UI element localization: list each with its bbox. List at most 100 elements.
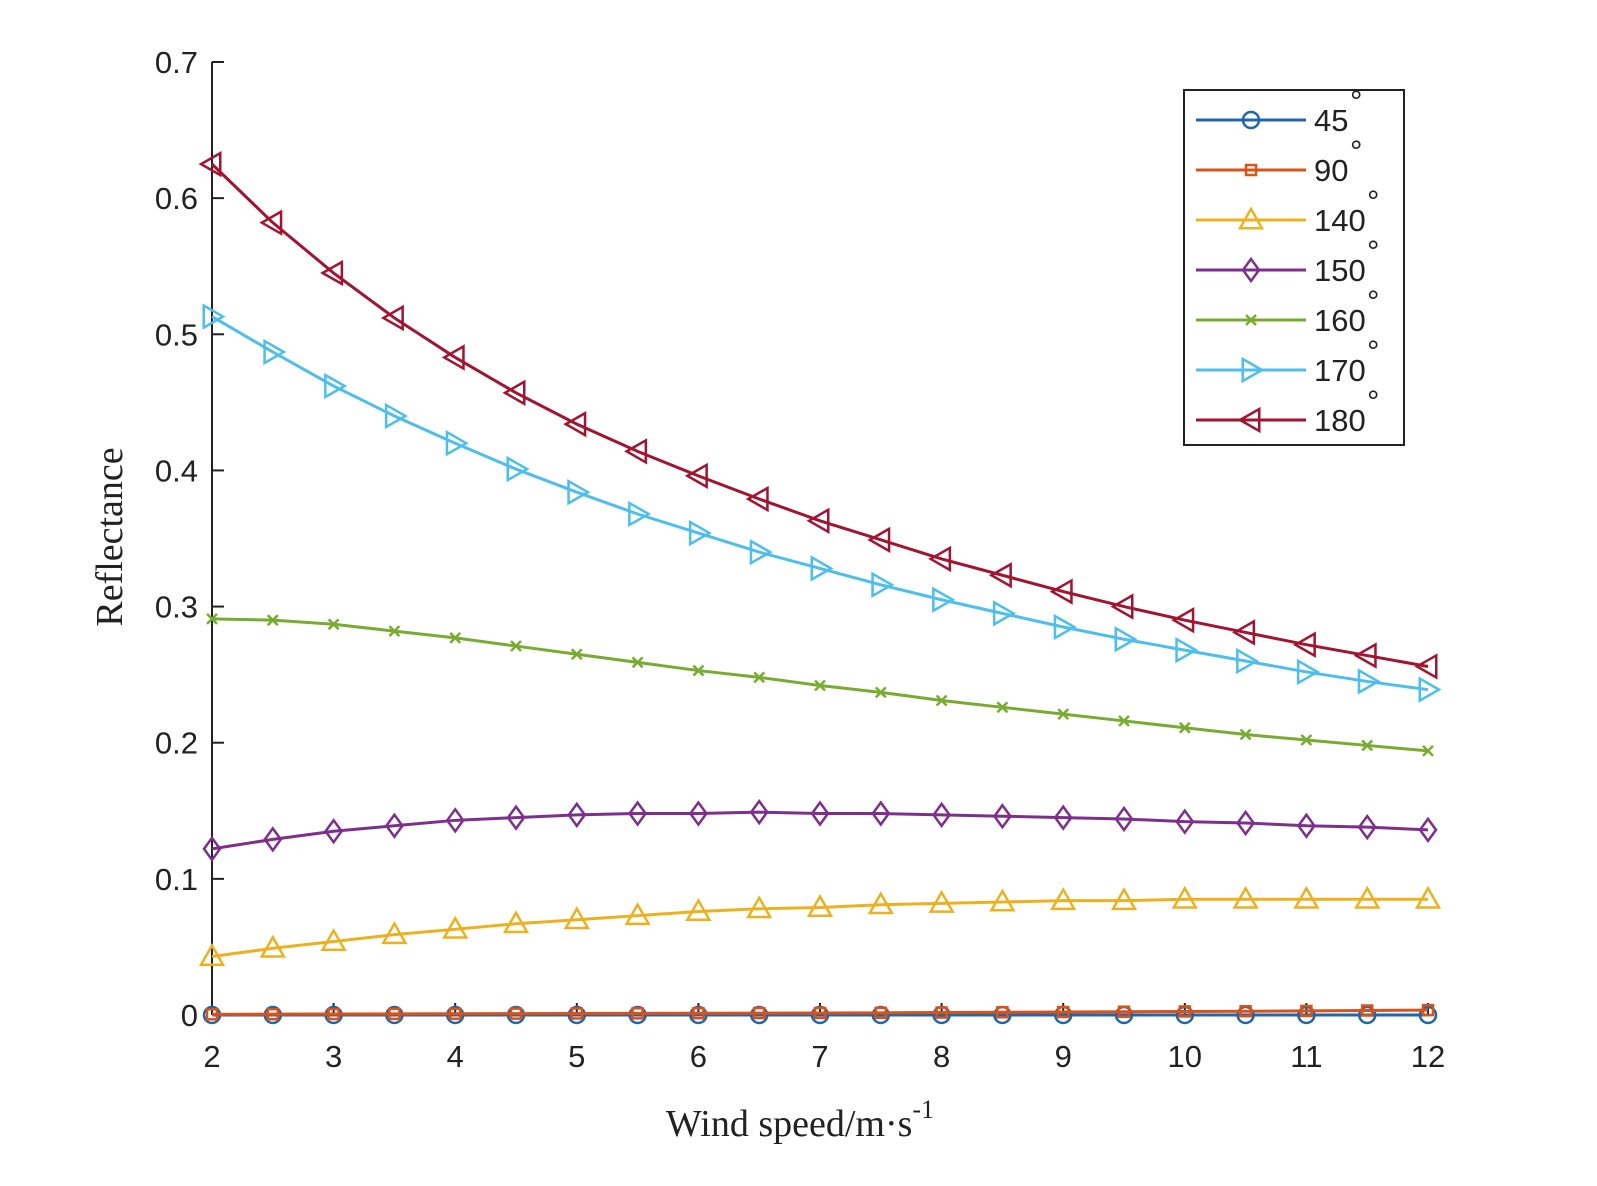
- data-point: [1357, 1005, 1377, 1025]
- data-point: [506, 804, 526, 831]
- data-point: [810, 555, 834, 582]
- data-point: [1232, 885, 1259, 909]
- data-point: [806, 893, 834, 917]
- legend-degree-sign: °: [1350, 84, 1362, 119]
- data-point: [992, 803, 1012, 830]
- data-point: [928, 889, 955, 913]
- data-point: [1418, 676, 1442, 703]
- data-point: [441, 344, 465, 371]
- legend: 45°90°140°150°160°170°180°: [1183, 84, 1405, 446]
- data-point: [259, 934, 286, 958]
- data-point: [1418, 1005, 1438, 1025]
- x-tick-label: 4: [447, 1039, 464, 1074]
- data-point: [259, 209, 283, 236]
- data-point: [814, 679, 826, 692]
- data-point: [324, 818, 344, 845]
- series-line-150: [211, 810, 1429, 851]
- data-point: [263, 826, 283, 853]
- data-point: [384, 402, 408, 430]
- data-point: [327, 618, 340, 631]
- data-point: [266, 1007, 280, 1021]
- data-point: [1171, 885, 1198, 909]
- data-point: [628, 1005, 647, 1025]
- data-point: [380, 304, 404, 332]
- data-point: [1117, 1005, 1131, 1018]
- x-tick-label: 6: [690, 1039, 707, 1074]
- data-point: [445, 807, 465, 834]
- data-point: [1236, 647, 1260, 675]
- series-170: [202, 303, 1442, 703]
- data-point: [996, 701, 1009, 714]
- y-axis-title: Reflectance: [89, 447, 131, 626]
- data-point: [1236, 809, 1256, 837]
- x-axis-title-superscript: -1: [912, 1095, 934, 1124]
- data-point: [684, 462, 708, 490]
- data-point: [871, 800, 891, 827]
- data-point: [570, 1007, 584, 1020]
- data-point: [1360, 1004, 1374, 1017]
- legend-degree-sign: °: [1367, 184, 1379, 219]
- legend-degree-sign: °: [1367, 234, 1379, 269]
- legend-item: 170°: [1196, 334, 1379, 388]
- data-point: [388, 1007, 401, 1021]
- legend-degree-sign: °: [1367, 284, 1379, 319]
- legend-degree-sign: °: [1367, 384, 1379, 419]
- y-tick-label: 0.7: [155, 45, 198, 80]
- data-point: [1110, 887, 1138, 911]
- data-point: [567, 479, 591, 506]
- data-point: [1300, 734, 1313, 746]
- x-tick-label: 12: [1411, 1039, 1445, 1074]
- legend-degree-sign: °: [1350, 134, 1362, 169]
- legend-label: 180: [1314, 403, 1366, 438]
- data-point: [1110, 593, 1134, 620]
- data-point: [384, 812, 404, 839]
- data-point: [1178, 1005, 1192, 1018]
- data-point: [1422, 744, 1434, 757]
- data-point: [874, 686, 887, 699]
- series-140: [198, 885, 1442, 966]
- data-point: [631, 1007, 644, 1020]
- data-point: [1053, 613, 1077, 641]
- data-point: [1292, 631, 1316, 658]
- legend-label: 160: [1314, 303, 1366, 338]
- data-point: [992, 600, 1016, 627]
- series-layer: [198, 150, 1442, 1025]
- data-point: [1300, 1004, 1313, 1018]
- y-tick-label: 0.1: [155, 862, 198, 897]
- data-point: [567, 801, 587, 828]
- data-point: [1118, 715, 1130, 727]
- legend-marker: [1237, 206, 1265, 230]
- legend-marker: [1245, 314, 1257, 326]
- data-point: [563, 410, 587, 438]
- data-point: [502, 910, 530, 934]
- x-tick-label: 8: [933, 1039, 950, 1074]
- legend-marker: [1241, 356, 1265, 384]
- data-point: [202, 835, 222, 863]
- x-tick-label: 2: [203, 1039, 220, 1074]
- data-point: [624, 902, 651, 926]
- data-point: [205, 1008, 219, 1021]
- data-point: [202, 303, 226, 330]
- legend-marker: [1241, 256, 1261, 284]
- legend-label: 140: [1314, 203, 1366, 238]
- x-tick-label: 10: [1168, 1039, 1202, 1074]
- x-axis-title-main: Wind speed/m·s: [666, 1103, 912, 1145]
- data-point: [935, 694, 948, 707]
- legend-label: 45: [1314, 103, 1348, 138]
- data-point: [1296, 812, 1316, 839]
- y-tick-label: 0: [181, 998, 198, 1033]
- data-point: [206, 612, 218, 625]
- data-point: [628, 800, 648, 827]
- data-point: [1353, 642, 1377, 669]
- data-point: [810, 800, 830, 827]
- x-tick-label: 9: [1055, 1039, 1072, 1074]
- data-point: [445, 430, 469, 457]
- x-tick-label: 7: [811, 1039, 828, 1074]
- series-180: [198, 150, 1438, 680]
- data-point: [1057, 708, 1070, 721]
- data-point: [749, 538, 773, 566]
- data-point: [628, 500, 652, 528]
- legend-item: 180°: [1196, 384, 1379, 438]
